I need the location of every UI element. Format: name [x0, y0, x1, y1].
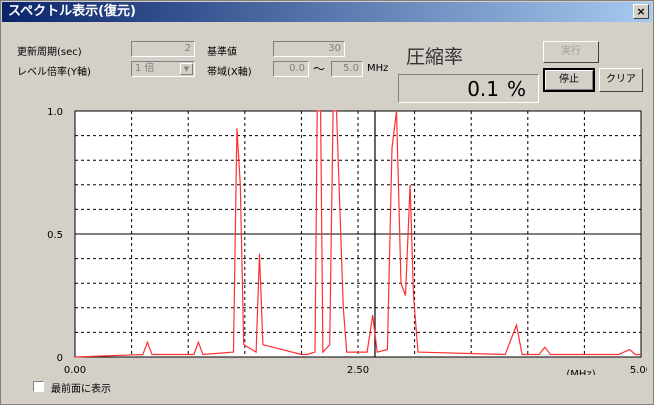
title-bar: スペクトル表示(復元) × — [2, 2, 652, 22]
compression-value: 0.1 — [467, 77, 499, 101]
level-scale-value: 1 倍 — [135, 63, 155, 74]
compression-display: 0.1 % — [398, 74, 539, 103]
topmost-label: 最前面に表示 — [51, 384, 111, 395]
x-unit-label: (MHz) — [566, 369, 595, 375]
update-period-label: 更新周期(sec) — [17, 47, 82, 58]
compression-title: 圧縮率 — [406, 46, 464, 68]
clear-button[interactable]: クリア — [599, 68, 643, 92]
level-scale-select[interactable]: 1 倍 ▼ — [131, 61, 195, 77]
y-tick-label: 0.5 — [47, 230, 63, 241]
stop-button[interactable]: 停止 — [543, 68, 595, 92]
level-scale-label: レベル倍率(Y軸) — [17, 67, 91, 78]
band-unit: MHz — [367, 63, 389, 74]
band-label: 帯域(X軸) — [207, 67, 252, 78]
reference-input[interactable]: 30 — [273, 41, 345, 57]
x-tick-label: 5.00 — [630, 365, 647, 375]
compression-unit: % — [507, 77, 527, 101]
band-to-input[interactable]: 5.0 — [331, 61, 363, 77]
chevron-down-icon[interactable]: ▼ — [180, 63, 193, 75]
run-button[interactable]: 実行 — [543, 41, 599, 63]
spectrum-chart-svg: 0 0.5 1.0 0.00 2.50 5.00 (MHz) — [47, 107, 652, 380]
band-tilde: 〜 — [313, 62, 326, 76]
spectrum-chart: 0 0.5 1.0 0.00 2.50 5.00 (MHz) — [11, 105, 652, 380]
x-tick-label: 0.00 — [64, 365, 86, 375]
update-period-input[interactable]: 2 — [131, 41, 195, 57]
reference-label: 基準値 — [207, 47, 237, 58]
topmost-checkbox[interactable] — [33, 381, 44, 392]
band-from-input[interactable]: 0.0 — [273, 61, 309, 77]
spectrum-trace — [74, 110, 641, 358]
y-tick-label: 0 — [57, 353, 63, 364]
window-title: スペクトル表示(復元) — [8, 4, 136, 19]
close-button[interactable]: × — [633, 4, 649, 19]
x-tick-label: 2.50 — [347, 365, 369, 375]
y-tick-label: 1.0 — [47, 107, 63, 118]
